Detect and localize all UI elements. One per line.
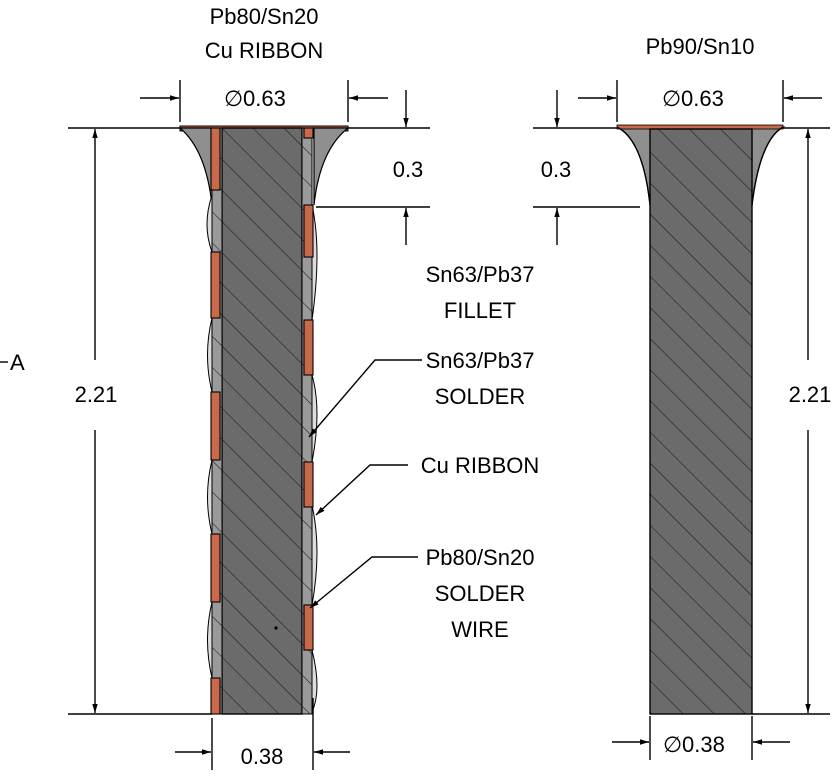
left-top-diameter-symbol: ∅: [224, 86, 243, 111]
left-solder-scallops: [206, 194, 318, 713]
fillet-callout-line1: Sn63/Pb37: [426, 262, 535, 287]
wire-callout-line3: WIRE: [451, 617, 508, 642]
right-top-diameter: 0.63: [681, 86, 724, 111]
fillet-callout-line2: FILLET: [444, 298, 516, 323]
right-top-diameter-symbol: ∅: [662, 86, 681, 111]
right-bottom-diameter-symbol: ∅: [663, 732, 682, 757]
leader-lines: [308, 359, 422, 609]
left-title-line2: Cu RIBBON: [205, 38, 324, 63]
left-fillet-height: 0.3: [393, 157, 424, 182]
left-bottom-width: 0.38: [241, 744, 284, 769]
solder-callout-line2: SOLDER: [435, 384, 525, 409]
right-length: 2.21: [789, 382, 832, 407]
right-column: [616, 124, 786, 715]
wire-callout-line1: Pb80/Sn20: [426, 545, 535, 570]
left-fillet-left: [178, 127, 213, 206]
wire-callout-line2: SOLDER: [435, 581, 525, 606]
labels: Pb80/Sn20 Cu RIBBON Pb90/Sn10 ∅ 0.63 ∅ 0…: [10, 4, 831, 769]
left-ribbon-segments-l: [210, 127, 221, 715]
section-marker: A: [10, 350, 25, 375]
left-title-line1: Pb80/Sn20: [210, 4, 319, 29]
left-length: 2.21: [75, 382, 118, 407]
right-dimensions: [533, 80, 830, 760]
right-fillet-height: 0.3: [541, 157, 572, 182]
solder-callout-line1: Sn63/Pb37: [426, 348, 535, 373]
left-dimensions: [0, 80, 430, 770]
right-bottom-diameter: 0.38: [682, 732, 725, 757]
right-title: Pb90/Sn10: [646, 34, 755, 59]
ribbon-callout: Cu RIBBON: [421, 453, 540, 478]
left-ribbon-segments-r: [303, 127, 314, 651]
left-column: [178, 125, 350, 715]
left-top-diameter: 0.63: [243, 86, 286, 111]
left-fillet-right: [313, 127, 350, 206]
